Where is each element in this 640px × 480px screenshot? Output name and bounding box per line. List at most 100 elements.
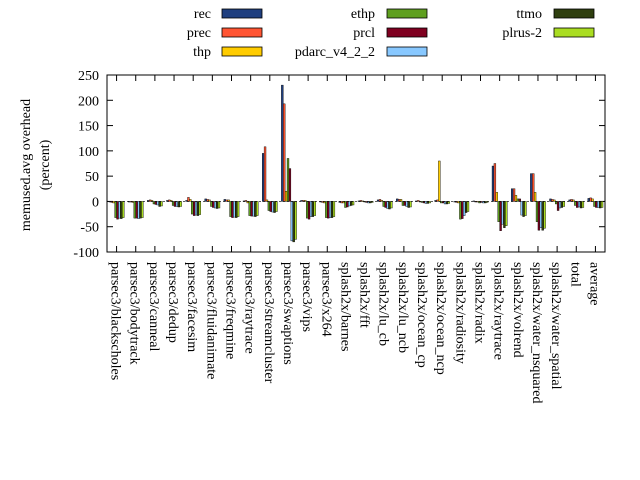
bar-prcl-3 xyxy=(173,201,177,207)
bar-ttmo-20 xyxy=(503,201,506,228)
legend-swatch xyxy=(221,27,263,38)
x-tick-label: splash2x/radiosity xyxy=(452,262,467,364)
bar-thp-20 xyxy=(495,192,498,202)
bar-thp-5 xyxy=(208,199,211,202)
y-tick-label: 0 xyxy=(92,195,99,210)
bar-prcl-1 xyxy=(135,201,138,219)
bar-rec-22 xyxy=(530,173,533,202)
bar-ethp-25 xyxy=(593,201,596,207)
x-tick-label: splash2x/lu_ncb xyxy=(395,262,410,353)
bar-ttmo-1 xyxy=(139,201,142,219)
bar-thp-0 xyxy=(112,201,115,204)
bar-thp-21 xyxy=(514,195,518,202)
bar-plrus-2-9 xyxy=(294,201,297,240)
bar-pdarc_v4_2_2-20 xyxy=(501,201,504,225)
x-tick-label: parsec3/bodytrack xyxy=(127,262,142,365)
bar-ethp-18 xyxy=(459,201,462,220)
legend-label: prcl xyxy=(353,26,375,41)
bar-ethp-23 xyxy=(555,201,558,205)
bar-ttmo-4 xyxy=(196,201,200,216)
legend-label: plrus-2 xyxy=(502,26,542,41)
bar-ttmo-6 xyxy=(235,201,238,218)
bar-ethp-6 xyxy=(229,201,232,217)
bar-rec-20 xyxy=(491,165,495,202)
bar-prec-25 xyxy=(589,197,592,202)
bar-pdarc_v4_2_2-0 xyxy=(118,201,121,219)
bar-ttmo-7 xyxy=(254,201,257,217)
bar-pdarc_v4_2_2-2 xyxy=(156,201,159,206)
bar-ttmo-3 xyxy=(177,201,180,208)
bar-plrus-2-16 xyxy=(428,201,431,204)
bar-ttmo-16 xyxy=(426,201,429,204)
bar-ethp-12 xyxy=(344,201,347,208)
legend: rec prec thp ethp prcl pdarc_v4_2_2 ttmo plrus-… xyxy=(187,7,595,60)
bar-plrus-2-18 xyxy=(466,201,470,212)
bar-prec-23 xyxy=(551,199,554,202)
bar-ttmo-24 xyxy=(579,201,583,209)
bar-pdarc_v4_2_2-14 xyxy=(386,201,389,209)
legend-label: thp xyxy=(193,45,211,60)
bar-prcl-22 xyxy=(537,201,541,231)
bar-pdarc_v4_2_2-11 xyxy=(328,201,332,218)
bar-ethp-1 xyxy=(133,201,136,219)
bar-thp-22 xyxy=(533,192,537,202)
bar-rec-15 xyxy=(396,198,399,202)
bar-prcl-21 xyxy=(518,198,521,202)
bar-plrus-2-25 xyxy=(600,201,604,208)
bar-ethp-20 xyxy=(497,201,500,222)
legend-label: ttmo xyxy=(516,7,542,22)
y-tick-label: 50 xyxy=(85,170,99,185)
x-tick-label: splash2x/ocean_cp xyxy=(414,262,429,368)
bar-prcl-10 xyxy=(307,201,311,220)
bar-prec-21 xyxy=(512,188,516,202)
x-axis-ticks: parsec3/blackscholes parsec3/bodytrack par… xyxy=(108,75,601,404)
legend-swatch xyxy=(386,46,428,57)
legend-item-prec: prec xyxy=(187,26,263,41)
bar-ttmo-0 xyxy=(120,201,123,219)
bar-ethp-21 xyxy=(516,198,520,202)
bar-prcl-5 xyxy=(212,201,215,208)
bar-ttmo-21 xyxy=(522,201,525,217)
bar-prcl-20 xyxy=(499,201,502,231)
bar-plrus-2-23 xyxy=(562,201,565,207)
bar-prec-8 xyxy=(263,146,267,202)
y-axis-unit-label: (percent) xyxy=(38,139,53,190)
legend-swatch xyxy=(553,27,595,38)
bar-plrus-2-5 xyxy=(217,201,221,209)
bar-ttmo-13 xyxy=(369,201,372,204)
bar-pdarc_v4_2_2-6 xyxy=(233,201,236,218)
bar-rec-25 xyxy=(587,198,590,202)
bar-ethp-16 xyxy=(420,201,424,203)
bar-prcl-2 xyxy=(154,201,157,205)
bar-prec-14 xyxy=(378,199,382,202)
bar-rec-5 xyxy=(204,198,207,202)
bar-rec-19 xyxy=(472,200,475,202)
bar-ttmo-12 xyxy=(350,201,353,206)
bar-prcl-25 xyxy=(595,201,598,208)
bar-pdarc_v4_2_2-17 xyxy=(443,201,447,205)
bar-thp-4 xyxy=(189,199,192,202)
bar-plrus-2-12 xyxy=(351,201,355,206)
bar-thp-24 xyxy=(572,199,575,202)
y-tick-label: 250 xyxy=(78,69,99,84)
bar-pdarc_v4_2_2-22 xyxy=(539,201,542,228)
bar-rec-9 xyxy=(281,84,284,202)
bar-prcl-14 xyxy=(384,201,387,208)
bar-thp-23 xyxy=(553,199,556,202)
bar-rec-23 xyxy=(549,198,552,202)
bar-plrus-2-7 xyxy=(256,201,259,216)
bar-prec-9 xyxy=(283,103,286,202)
bar-thp-8 xyxy=(265,199,269,202)
bar-prec-12 xyxy=(340,201,343,204)
x-tick-label: parsec3/streamcluster xyxy=(261,262,276,384)
legend-item-plrus-2: plrus-2 xyxy=(502,26,595,41)
bar-prcl-9 xyxy=(288,168,292,202)
x-tick-label: splash2x/barnes xyxy=(337,262,352,351)
legend-label: pdarc_v4_2_2 xyxy=(295,45,375,60)
bar-plrus-2-20 xyxy=(505,201,508,226)
bar-rec-14 xyxy=(376,199,380,202)
y-tick-label: 200 xyxy=(78,94,99,109)
bar-ethp-11 xyxy=(325,201,328,218)
bar-ttmo-14 xyxy=(388,201,391,210)
